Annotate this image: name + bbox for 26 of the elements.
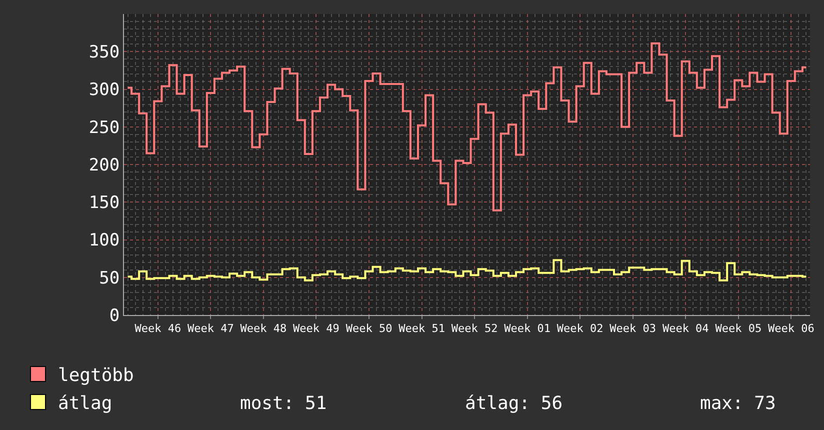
legend-label: legtöbb	[58, 365, 134, 386]
y-tick-label: 300	[88, 80, 120, 100]
x-tick-label: Week 06	[768, 322, 814, 336]
y-tick-label: 50	[99, 268, 120, 288]
legend-label: átlag	[58, 393, 112, 414]
x-tick-label: Week 51	[398, 322, 445, 336]
x-tick-label: Week 02	[556, 322, 604, 336]
x-tick-label: Week 52	[451, 322, 498, 336]
y-tick-label: 0	[109, 306, 120, 326]
y-tick-label: 250	[88, 118, 120, 138]
x-tick-label: Week 47	[188, 322, 234, 336]
y-tick-label: 150	[88, 193, 120, 214]
x-tick-label: Week 05	[715, 322, 762, 336]
text: max: 73	[700, 392, 776, 416]
text: átlag: 56	[465, 392, 563, 416]
x-tick-label: Week 50	[346, 322, 392, 336]
text: most: 51	[240, 392, 327, 416]
x-tick-label: Week 49	[293, 322, 340, 336]
x-tick-label: Week 03	[610, 322, 656, 336]
x-tick-label: Week 04	[662, 322, 710, 336]
x-tick-label: Week 46	[134, 322, 182, 336]
x-tick-label: Week 48	[240, 322, 287, 336]
x-tick-label: Week 01	[504, 322, 550, 336]
y-tick-label: 200	[88, 155, 120, 176]
y-tick-label: 350	[88, 42, 120, 63]
y-tick-label: 100	[88, 230, 120, 251]
